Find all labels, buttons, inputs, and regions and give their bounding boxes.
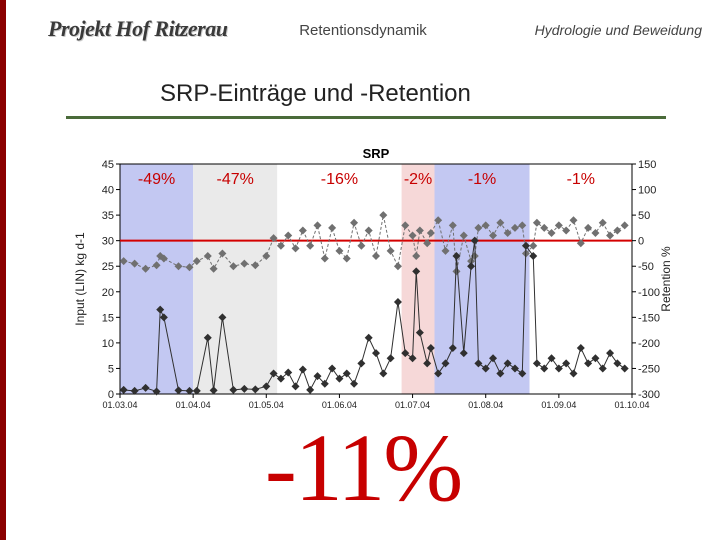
header-center-title: Retentionsdynamik <box>299 22 427 39</box>
chart-svg: SRP 0 5 10 15 20 25 30 35 40 45 Input (LIN) kg d-1 -… <box>70 144 680 428</box>
svg-text:SRP: SRP <box>363 146 390 161</box>
svg-text:01.07.04: 01.07.04 <box>395 400 430 410</box>
svg-text:-1%: -1% <box>468 171 496 188</box>
svg-text:Input (LIN) kg d-1: Input (LIN) kg d-1 <box>73 232 87 326</box>
svg-text:10: 10 <box>102 338 114 350</box>
title-rule <box>66 116 666 119</box>
svg-text:-16%: -16% <box>321 171 358 188</box>
svg-text:-250: -250 <box>638 363 660 375</box>
svg-text:30: 30 <box>102 236 114 248</box>
svg-text:100: 100 <box>638 185 656 197</box>
svg-text:01.10.04: 01.10.04 <box>614 400 649 410</box>
svg-text:01.05.04: 01.05.04 <box>249 400 284 410</box>
svg-text:-50: -50 <box>638 261 654 273</box>
svg-text:0: 0 <box>638 236 644 248</box>
svg-text:01.08.04: 01.08.04 <box>468 400 503 410</box>
main-title: SRP-Einträge und -Retention <box>160 80 471 108</box>
svg-text:50: 50 <box>638 210 650 222</box>
big-summary-number: -11% <box>265 412 461 523</box>
svg-text:-2%: -2% <box>404 171 432 188</box>
svg-text:45: 45 <box>102 159 114 171</box>
svg-text:-100: -100 <box>638 287 660 299</box>
svg-text:40: 40 <box>102 185 114 197</box>
svg-text:5: 5 <box>108 363 114 375</box>
header-right-title: Hydrologie und Beweidung <box>535 22 702 38</box>
svg-text:15: 15 <box>102 312 114 324</box>
svg-text:01.04.04: 01.04.04 <box>176 400 211 410</box>
svg-text:-47%: -47% <box>217 171 254 188</box>
svg-text:35: 35 <box>102 210 114 222</box>
svg-text:20: 20 <box>102 287 114 299</box>
svg-text:-1%: -1% <box>567 171 595 188</box>
svg-text:01.09.04: 01.09.04 <box>541 400 576 410</box>
svg-text:150: 150 <box>638 159 656 171</box>
srp-chart: SRP 0 5 10 15 20 25 30 35 40 45 Input (LIN) kg d-1 -… <box>70 144 680 428</box>
svg-text:01.03.04: 01.03.04 <box>102 400 137 410</box>
svg-text:-200: -200 <box>638 338 660 350</box>
svg-text:25: 25 <box>102 261 114 273</box>
svg-text:-49%: -49% <box>138 171 175 188</box>
svg-text:-150: -150 <box>638 312 660 324</box>
project-title: Projekt Hof Ritzerau <box>48 16 227 42</box>
svg-text:01.06.04: 01.06.04 <box>322 400 357 410</box>
svg-text:Retention %: Retention % <box>659 246 673 312</box>
